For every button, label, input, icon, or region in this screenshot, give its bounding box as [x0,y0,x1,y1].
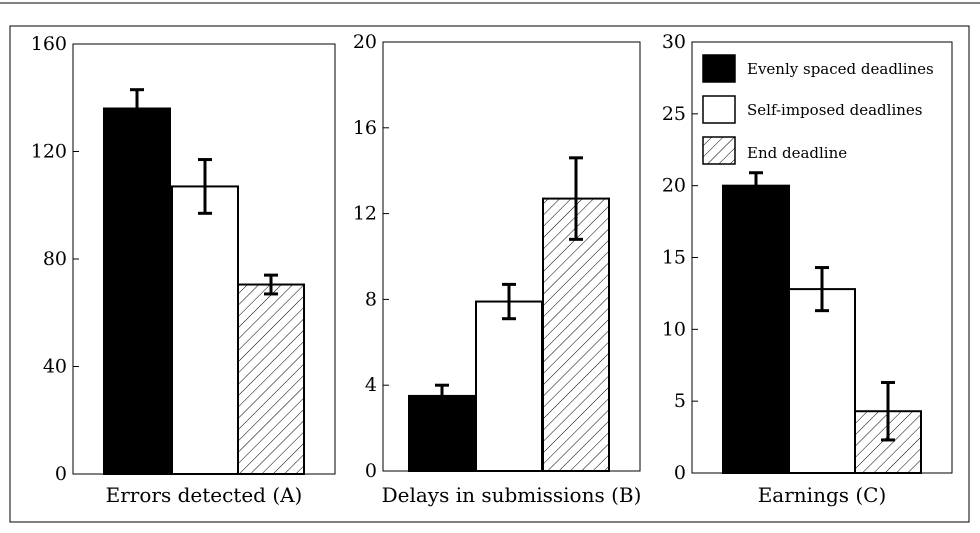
bar-evenly [722,184,790,475]
y-tick-label: 20 [353,31,377,53]
bar-self-imposed [788,288,856,474]
chart-panel-2: 0 4 8 12 16 20 Delays in submissions (B) [353,31,642,507]
chart-panel-3: 0 5 10 15 20 25 30 Earnings (C) [662,31,953,507]
chart-panel-1: 0 40 80 120 160 Errors detected (A) [31,33,336,507]
y-tick-label: 80 [43,248,67,270]
y-tick-label: 0 [365,460,377,482]
x-axis-label: Earnings (C) [758,483,887,507]
legend-swatch-end [702,136,736,165]
legend: Evenly spaced deadlines Self-imposed dea… [702,54,934,165]
legend-label-end: End deadline [747,144,847,162]
bar-end [542,197,610,473]
bar-evenly [103,107,171,475]
figure-frame [9,25,970,523]
y-tick-label: 40 [43,356,67,378]
y-tick-label: 4 [365,374,377,396]
y-tick-label: 15 [662,247,686,269]
y-tick-label: 0 [55,463,67,485]
legend-swatch-self-imposed [702,95,736,124]
y-tick-label: 16 [353,117,377,139]
y-tick-label: 30 [662,31,686,53]
bar-self-imposed [171,185,239,475]
y-tick-label: 0 [674,462,686,484]
legend-label-self-imposed: Self-imposed deadlines [747,101,923,119]
bar-self-imposed [475,300,543,473]
y-tick-label: 8 [365,288,377,310]
y-tick-label: 160 [31,33,67,55]
x-axis-label: Errors detected (A) [106,483,303,507]
y-tick-label: 20 [662,175,686,197]
legend-swatch-evenly [702,54,736,83]
legend-label-evenly: Evenly spaced deadlines [747,60,934,78]
y-tick-label: 120 [31,141,67,163]
bar-end [237,283,305,475]
y-tick-label: 25 [662,103,686,125]
y-tick-label: 5 [674,390,686,412]
y-tick-label: 10 [662,318,686,340]
x-axis-label: Delays in submissions (B) [382,483,642,507]
y-tick-label: 12 [353,203,377,225]
